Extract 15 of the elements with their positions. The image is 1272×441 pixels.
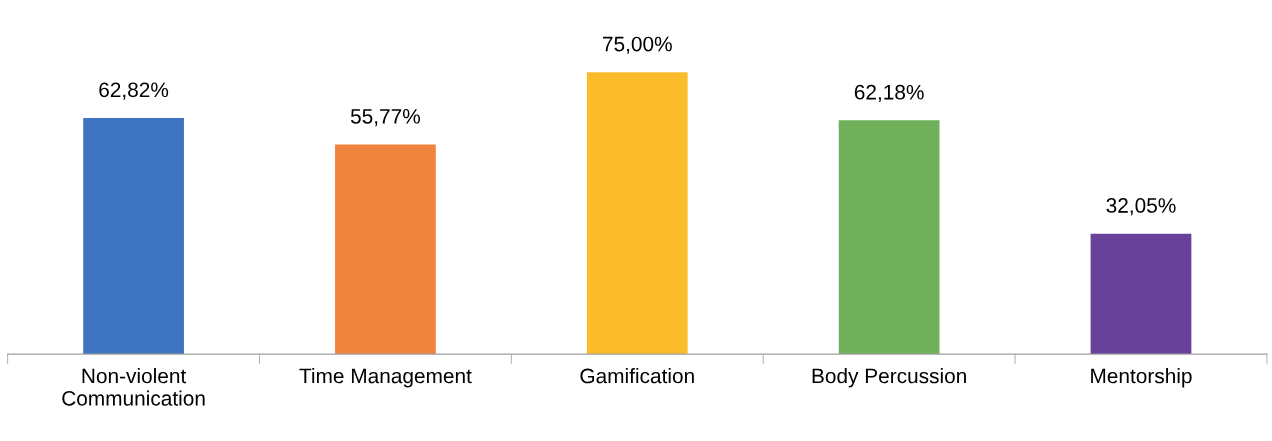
bar: [838, 120, 940, 355]
x-tick-label: Body Percussion: [812, 368, 966, 388]
bar: [83, 117, 184, 355]
x-tick-label: Gamification: [580, 368, 694, 384]
data-label: 62,82%: [99, 82, 169, 100]
bar: [335, 144, 436, 355]
data-label: 32,05%: [1106, 198, 1176, 216]
bar: [1090, 233, 1192, 355]
x-tick-label: Non-violent Communication: [62, 368, 205, 406]
data-label: 62,18%: [854, 84, 924, 103]
bar: [586, 72, 688, 355]
data-label: 75,00%: [603, 36, 672, 54]
x-tick-label: Mentorship: [1091, 368, 1192, 388]
x-tick-label: Time Management: [299, 368, 472, 388]
data-label: 55,77%: [350, 109, 421, 127]
